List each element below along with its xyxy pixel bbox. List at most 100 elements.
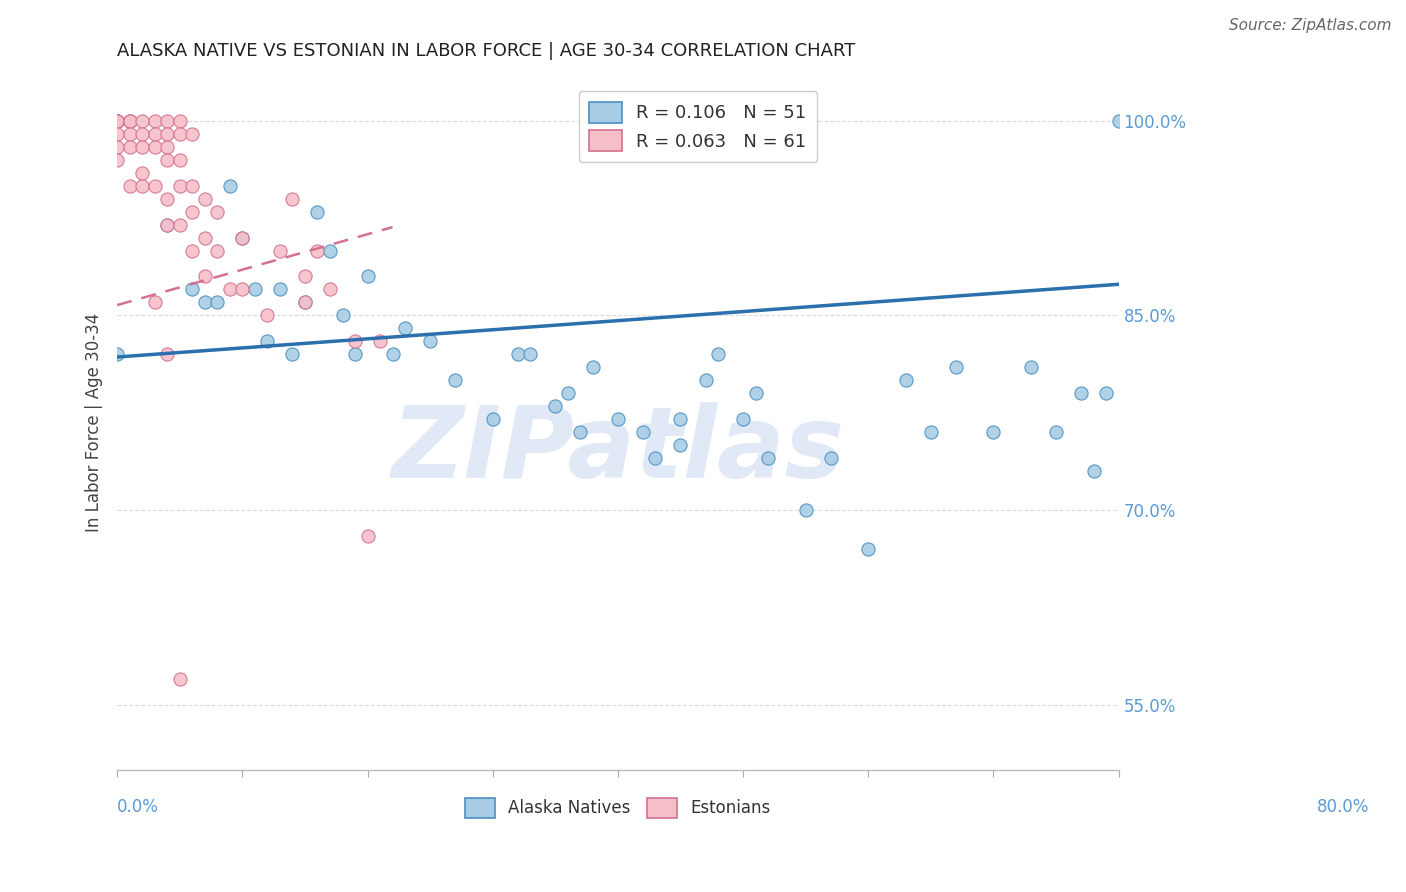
Point	[631, 425, 654, 440]
Point	[256, 309, 278, 323]
Point	[105, 153, 128, 167]
Point	[606, 412, 628, 426]
Point	[281, 192, 304, 206]
Point	[169, 113, 191, 128]
Text: ZIPatlas: ZIPatlas	[391, 402, 845, 499]
Point	[181, 204, 204, 219]
Point	[169, 153, 191, 167]
Point	[181, 244, 204, 258]
Point	[332, 309, 354, 323]
Point	[156, 218, 179, 232]
Point	[294, 295, 316, 310]
Point	[143, 178, 166, 193]
Point	[1108, 113, 1130, 128]
Point	[744, 386, 766, 401]
Point	[131, 127, 153, 141]
Point	[544, 400, 567, 414]
Point	[156, 113, 179, 128]
Point	[143, 139, 166, 153]
Point	[105, 139, 128, 153]
Point	[557, 386, 579, 401]
Point	[231, 230, 253, 244]
Point	[194, 269, 217, 284]
Point	[231, 230, 253, 244]
Point	[181, 178, 204, 193]
Point	[156, 347, 179, 361]
Text: ALASKA NATIVE VS ESTONIAN IN LABOR FORCE | AGE 30-34 CORRELATION CHART: ALASKA NATIVE VS ESTONIAN IN LABOR FORCE…	[117, 42, 856, 60]
Point	[131, 139, 153, 153]
Point	[444, 373, 467, 387]
Point	[105, 113, 128, 128]
Point	[169, 127, 191, 141]
Point	[156, 218, 179, 232]
Point	[194, 230, 217, 244]
Point	[218, 283, 240, 297]
Point	[105, 127, 128, 141]
Point	[419, 334, 441, 349]
Point	[344, 347, 367, 361]
Point	[858, 542, 880, 557]
Point	[669, 412, 692, 426]
Point	[756, 451, 779, 466]
Point	[695, 373, 717, 387]
Point	[983, 425, 1005, 440]
Point	[143, 113, 166, 128]
Point	[143, 295, 166, 310]
Point	[269, 283, 291, 297]
Point	[105, 113, 128, 128]
Point	[920, 425, 942, 440]
Point	[894, 373, 917, 387]
Point	[105, 113, 128, 128]
Point	[356, 529, 378, 543]
Point	[256, 334, 278, 349]
Point	[820, 451, 842, 466]
Point	[207, 295, 229, 310]
Point	[218, 178, 240, 193]
Point	[1045, 425, 1067, 440]
Point	[118, 178, 141, 193]
Point	[194, 192, 217, 206]
Point	[118, 127, 141, 141]
Point	[105, 113, 128, 128]
Point	[231, 283, 253, 297]
Point	[143, 127, 166, 141]
Point	[281, 347, 304, 361]
Point	[394, 321, 416, 335]
Point	[1083, 464, 1105, 478]
Text: 0.0%: 0.0%	[117, 797, 159, 816]
Point	[945, 360, 967, 375]
Point	[294, 295, 316, 310]
Point	[156, 139, 179, 153]
Point	[105, 113, 128, 128]
Y-axis label: In Labor Force | Age 30-34: In Labor Force | Age 30-34	[86, 313, 103, 533]
Point	[1095, 386, 1118, 401]
Point	[481, 412, 503, 426]
Text: 80.0%: 80.0%	[1316, 797, 1369, 816]
Point	[307, 244, 329, 258]
Point	[644, 451, 666, 466]
Point	[131, 113, 153, 128]
Point	[169, 178, 191, 193]
Point	[269, 244, 291, 258]
Point	[131, 178, 153, 193]
Point	[207, 204, 229, 219]
Point	[131, 166, 153, 180]
Point	[569, 425, 592, 440]
Point	[519, 347, 541, 361]
Point	[731, 412, 754, 426]
Legend: Alaska Natives, Estonians: Alaska Natives, Estonians	[458, 791, 778, 824]
Point	[194, 295, 217, 310]
Point	[118, 113, 141, 128]
Point	[1019, 360, 1042, 375]
Point	[118, 139, 141, 153]
Point	[794, 503, 817, 517]
Point	[1070, 386, 1092, 401]
Point	[707, 347, 730, 361]
Point	[381, 347, 404, 361]
Point	[105, 113, 128, 128]
Point	[344, 334, 367, 349]
Point	[105, 347, 128, 361]
Point	[105, 113, 128, 128]
Point	[582, 360, 605, 375]
Point	[118, 113, 141, 128]
